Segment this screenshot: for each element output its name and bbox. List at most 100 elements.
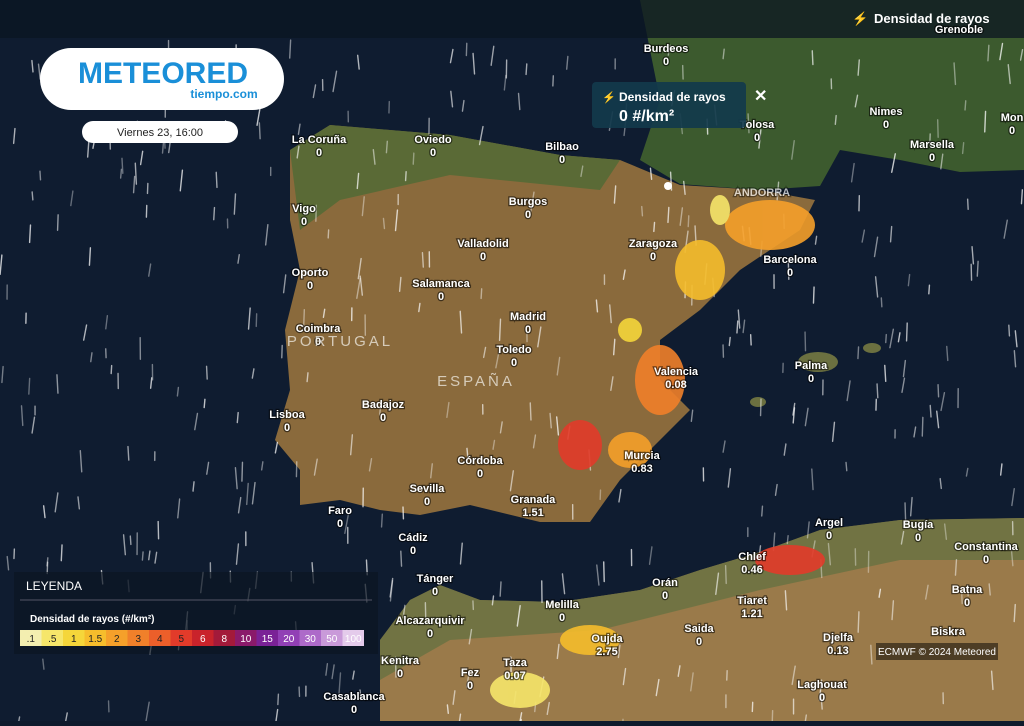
legend-label: 5: [178, 634, 184, 645]
wind-streak: [216, 172, 217, 187]
city-value: 0: [696, 636, 702, 648]
city-name: Valencia: [654, 366, 699, 378]
wind-streak: [988, 45, 989, 60]
city-name: Constantina: [954, 541, 1018, 553]
wind-streak: [1021, 190, 1022, 204]
popup-point: [664, 182, 672, 190]
city-value: 1.51: [522, 507, 543, 519]
wind-streak: [30, 225, 31, 242]
wind-streak: [500, 319, 501, 340]
city-value: 0: [787, 267, 793, 279]
city-value: 0: [316, 147, 322, 159]
city-value: 0: [754, 132, 760, 144]
city-name: Mon: [1001, 112, 1024, 124]
wind-streak: [642, 207, 643, 216]
city-name: Madrid: [510, 311, 546, 323]
city-name: Nimes: [869, 106, 902, 118]
wind-streak: [58, 215, 59, 230]
city-name: Lisboa: [269, 409, 305, 421]
city-value: 0: [511, 357, 517, 369]
city-value: 0: [432, 586, 438, 598]
popup-close[interactable]: ✕: [754, 88, 767, 105]
city-name: Alcazarquivir: [395, 615, 465, 627]
wind-streak: [413, 153, 414, 164]
city-value: 0: [430, 147, 436, 159]
city-name: Oujda: [591, 633, 623, 645]
wind-streak: [688, 216, 689, 227]
city-value: 0: [826, 530, 832, 542]
wind-streak: [813, 287, 814, 303]
ibiza: [750, 397, 766, 407]
legend-label: 1.5: [88, 634, 102, 645]
city-name: Zaragoza: [629, 238, 678, 250]
city-name: Valladolid: [457, 238, 508, 250]
wind-streak: [121, 169, 122, 178]
city-value: 0: [477, 468, 483, 480]
city-value: 0: [808, 373, 814, 385]
wind-streak: [877, 384, 878, 398]
popup-icon: ⚡: [602, 91, 616, 104]
wind-streak: [977, 261, 978, 276]
city-value: 0: [467, 680, 473, 692]
wind-streak: [382, 514, 383, 527]
credit: ECMWF © 2024 Meteored: [878, 647, 996, 658]
wind-streak: [846, 462, 847, 470]
city-name: Toledo: [496, 344, 532, 356]
city-value: 0: [410, 545, 416, 557]
wind-streak: [307, 373, 308, 382]
wind-streak: [737, 321, 738, 333]
city-name: Laghouat: [797, 679, 847, 691]
wind-streak: [955, 560, 956, 575]
wind-streak: [881, 298, 882, 307]
legend-label: 50: [326, 634, 338, 645]
wind-streak: [929, 285, 930, 294]
wind-streak: [163, 142, 164, 153]
wind-streak: [886, 335, 887, 343]
city-name: Sevilla: [410, 483, 446, 495]
city-name: Fez: [461, 667, 480, 679]
city-name: Cádiz: [398, 532, 428, 544]
city-value: 0: [307, 280, 313, 292]
wind-streak: [422, 253, 423, 267]
wind-streak: [47, 558, 48, 566]
wind-streak: [242, 462, 243, 481]
city-value: 0: [819, 692, 825, 704]
wind-streak: [526, 64, 527, 74]
layer-title[interactable]: Densidad de rayos: [874, 11, 990, 26]
city-value: 0: [559, 154, 565, 166]
city-name: Orán: [652, 577, 678, 589]
wind-streak: [214, 208, 215, 220]
city-value: 0: [983, 554, 989, 566]
date: Viernes 23, 16:00: [117, 127, 203, 139]
wind-streak: [835, 116, 836, 125]
wind-streak: [29, 378, 30, 394]
wind-streak: [668, 207, 669, 222]
city-name: Marsella: [910, 139, 955, 151]
city-value: 0: [424, 496, 430, 508]
city-value: 0.46: [741, 564, 762, 576]
city-name: Oviedo: [414, 134, 452, 146]
legend-label: 10: [240, 634, 252, 645]
wind-streak: [130, 536, 131, 544]
city-value: 0: [397, 668, 403, 680]
city-name: Oporto: [292, 267, 329, 279]
popup-value: 0 #/km²: [619, 108, 674, 125]
city-value: 0.07: [504, 670, 525, 682]
legend-label: 8: [221, 634, 227, 645]
legend-label: 6: [200, 634, 206, 645]
city-name: Granada: [511, 494, 557, 506]
city-name: Tánger: [417, 573, 454, 585]
city-value: 0: [883, 119, 889, 131]
city-name: Murcia: [624, 450, 660, 462]
city-value: 0: [650, 251, 656, 263]
wind-streak: [406, 172, 407, 181]
wind-streak: [481, 289, 482, 299]
wind-streak: [726, 566, 727, 584]
wind-streak: [985, 111, 986, 131]
place-label: ANDORRA: [734, 187, 790, 199]
city-name: Badajoz: [362, 399, 405, 411]
city-name: Burgos: [509, 196, 548, 208]
